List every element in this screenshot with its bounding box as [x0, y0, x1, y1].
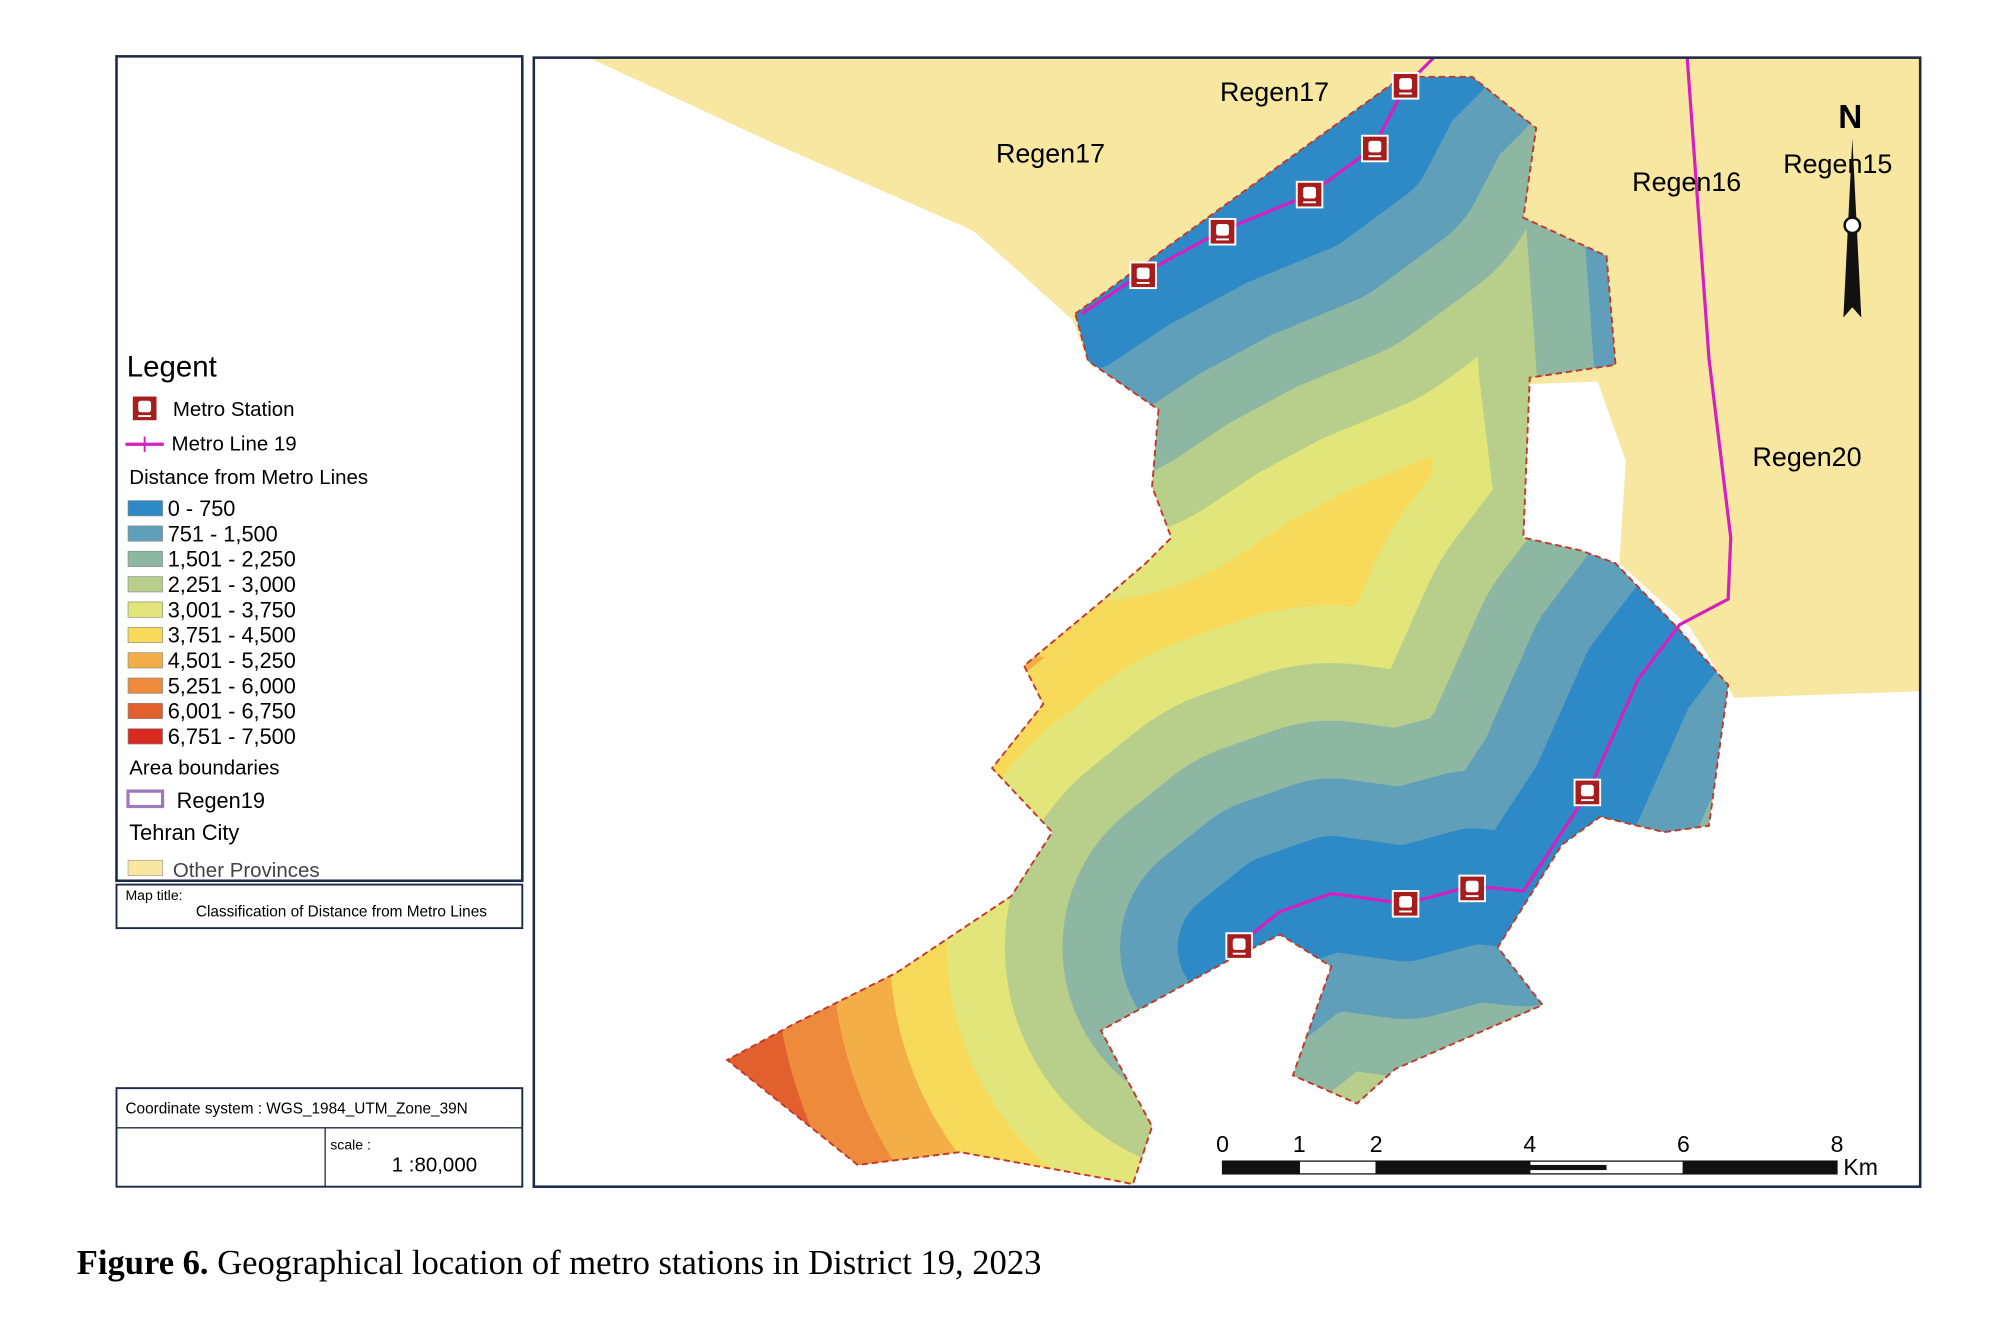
metro-station	[1295, 180, 1324, 209]
district-boundary	[725, 75, 1730, 1186]
coordinate-system: Coordinate system : WGS_1984_UTM_Zone_39…	[125, 1101, 467, 1118]
info-box	[115, 1087, 524, 1188]
scale-segment	[1221, 1160, 1300, 1175]
station-icon	[1368, 140, 1382, 153]
legend-label: Metro Station	[173, 398, 295, 421]
map-title-label: Map title:	[125, 887, 182, 903]
metro-station	[130, 394, 159, 423]
metro-station	[1458, 874, 1486, 903]
legend-swatch	[127, 859, 163, 876]
north-label: N	[1838, 99, 1862, 136]
legend-label: Distance from Metro Lines	[129, 466, 368, 489]
legend-label: 3,751 - 4,500	[168, 623, 296, 648]
region-label: Regen20	[1752, 442, 1861, 472]
legend-label: 0 - 750	[168, 496, 236, 521]
region-label: Regen15	[1783, 149, 1892, 179]
legend-label: 6,751 - 7,500	[168, 724, 296, 749]
legend-swatch	[127, 601, 163, 618]
metro-station	[1129, 261, 1157, 290]
station-icon	[1458, 874, 1486, 903]
scale-segment	[1298, 1160, 1377, 1175]
map	[533, 57, 1921, 1187]
legend-title: Legent	[127, 350, 217, 383]
metro-station	[1573, 778, 1602, 807]
metro-station	[1391, 72, 1420, 100]
north-arrow	[1843, 216, 1862, 235]
legend-label: 4,501 - 5,250	[168, 648, 296, 673]
scale-tick-label: 1	[1293, 1131, 1306, 1157]
other-provinces	[588, 57, 1921, 698]
map-title: Classification of Distance from Metro Li…	[196, 904, 487, 921]
station-icon	[1465, 880, 1479, 893]
title-box	[115, 883, 524, 930]
scale-tick-label: 2	[1370, 1131, 1383, 1157]
legend-label: 751 - 1,500	[168, 521, 278, 546]
caption-label: Figure 6.	[77, 1244, 209, 1282]
map-frame	[532, 56, 1922, 1188]
metro-station	[1361, 134, 1389, 163]
legend-label: 1,501 - 2,250	[168, 547, 296, 572]
legend-box	[115, 55, 524, 883]
legend-label: Tehran City	[129, 820, 239, 845]
legend-swatch	[127, 550, 163, 567]
legend-swatch	[127, 576, 163, 593]
scale: 1 :80,000	[392, 1153, 477, 1176]
station-icon	[1573, 778, 1602, 807]
scale-tick-label: 0	[1216, 1131, 1229, 1157]
scale-tick-label: 4	[1523, 1131, 1536, 1157]
scale-segment	[1683, 1164, 1761, 1171]
scale-unit: Km	[1843, 1154, 1878, 1180]
scale-label: scale :	[330, 1137, 371, 1153]
legend-swatch	[127, 626, 163, 643]
station-icon	[1232, 938, 1246, 950]
station-icon	[1580, 784, 1594, 797]
legend-label: 5,251 - 6,000	[168, 673, 296, 698]
region-label: Regen17	[1220, 77, 1329, 107]
station-icon	[1303, 186, 1316, 199]
station-icon	[138, 400, 152, 413]
metro-station	[1208, 217, 1237, 246]
metro-station	[1391, 890, 1420, 918]
legend-label: Area boundaries	[129, 757, 279, 780]
station-icon	[1399, 78, 1412, 90]
caption-text: Geographical location of metro stations …	[217, 1244, 1041, 1282]
legend-label: Metro Line 19	[172, 433, 297, 456]
legend-label: Other Provinces	[173, 859, 320, 882]
caption: Figure 6. Geographical location of metro…	[77, 1244, 1042, 1282]
region-label: Regen17	[996, 139, 1105, 169]
legend-swatch	[127, 703, 163, 720]
legend-label: 2,251 - 3,000	[168, 572, 296, 597]
legend-label: 6,001 - 6,750	[168, 699, 296, 724]
legend-swatch	[127, 652, 163, 669]
legend-label: Regen19	[177, 788, 265, 813]
legend-swatch	[127, 500, 163, 517]
legend-label: 3,001 - 3,750	[168, 597, 296, 622]
legend-swatch	[127, 677, 163, 694]
station-icon	[1216, 224, 1229, 236]
scale-segment	[1376, 1164, 1453, 1171]
scale-tick-label: 8	[1831, 1131, 1844, 1157]
station-icon	[1136, 267, 1150, 280]
metro-station	[1225, 932, 1253, 960]
legend-swatch	[126, 789, 165, 809]
region-label: Regen16	[1632, 167, 1741, 197]
scale-segment	[1529, 1164, 1607, 1171]
scale-tick-label: 6	[1677, 1131, 1690, 1157]
station-icon	[1399, 896, 1412, 908]
legend-swatch	[127, 525, 163, 542]
legend-swatch	[127, 728, 163, 745]
